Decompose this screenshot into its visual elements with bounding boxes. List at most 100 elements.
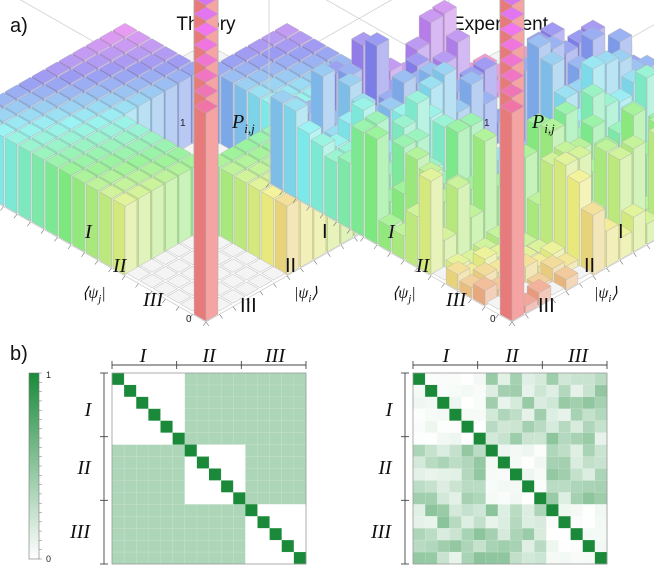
heatmap-cell — [184, 492, 198, 505]
heatmap-cell — [485, 408, 499, 422]
heatmap-cell — [497, 372, 511, 386]
heatmap-cell — [257, 504, 271, 517]
heatmap-cell — [111, 396, 125, 410]
heatmap-cell — [558, 492, 572, 505]
heatmap-cell — [534, 372, 547, 386]
heatmap-cell — [184, 551, 198, 565]
heatmap-cell — [582, 396, 596, 410]
heatmap-cell — [281, 408, 295, 422]
heatmap-cell — [196, 444, 210, 458]
heatmap-cell — [510, 468, 523, 481]
heatmap-cell — [184, 396, 198, 410]
heatmap-cell — [437, 527, 450, 541]
heatmap-cell — [245, 527, 259, 541]
heatmap-cell — [245, 492, 259, 505]
bar-3d — [153, 266, 178, 281]
axis-tick — [606, 267, 610, 273]
heatmap-cell — [233, 372, 246, 386]
heatmap-cell — [281, 527, 295, 541]
heatmap-cell — [208, 432, 222, 446]
heatmap-cell — [521, 444, 535, 458]
axis-tick — [273, 283, 277, 288]
experiment-col-block-1: I — [618, 221, 624, 243]
heatmap-cell — [594, 539, 608, 553]
heatmap-cell — [558, 444, 572, 458]
heatmap-cell — [485, 384, 499, 398]
heatmap-cell — [473, 527, 487, 541]
heatmap-cell — [148, 492, 162, 505]
theory-col-axis-label: |ψi⟩ — [294, 285, 318, 305]
heatmap-cell — [269, 539, 283, 553]
heatmap-cell — [184, 456, 198, 470]
heatmap-cell — [461, 372, 475, 386]
heatmap-cell — [111, 432, 125, 446]
heatmap-cell — [281, 444, 295, 458]
axis-tick — [414, 267, 418, 273]
heatmap-cell — [111, 420, 125, 434]
heatmap-cell — [160, 551, 174, 565]
heatmap-cell — [449, 456, 463, 470]
axis-tick — [592, 275, 597, 280]
heatmap-cell — [111, 468, 125, 481]
bar-3d — [247, 273, 273, 289]
experiment-top-block-1: I — [442, 345, 451, 367]
axis-tick — [579, 283, 583, 288]
heatmap-cell — [582, 444, 596, 458]
heatmap-cell — [424, 432, 438, 446]
heatmap-cell — [534, 480, 547, 493]
heatmap-cell — [184, 420, 198, 434]
heatmap-cell — [233, 432, 246, 446]
heatmap-cell — [172, 492, 186, 505]
heatmap-cell — [281, 432, 295, 446]
axis-tick — [646, 244, 651, 250]
heatmap-cell — [437, 432, 450, 446]
heatmap-cell — [473, 516, 487, 529]
experiment-row-block-3: III — [445, 289, 467, 311]
heatmap-cell — [437, 396, 450, 410]
heatmap-cell — [208, 396, 222, 410]
axis-tick — [327, 252, 331, 257]
heatmap-cell — [123, 396, 137, 410]
bar-3d — [580, 201, 606, 276]
heatmap-cell — [521, 420, 535, 434]
panel-label-b: b) — [10, 343, 28, 365]
heatmap-cell — [594, 527, 608, 541]
heatmap-cell — [424, 420, 438, 434]
heatmap-cell — [461, 551, 475, 565]
axis-tick — [313, 260, 318, 265]
heatmap-cell — [123, 372, 137, 386]
heatmap-cell — [148, 468, 162, 481]
heatmap-cell — [245, 372, 259, 386]
heatmap-cell — [136, 396, 149, 410]
heatmap-cell — [437, 384, 450, 398]
heatmap-cell — [485, 468, 499, 481]
heatmap-cell — [497, 420, 511, 434]
heatmap-cell — [245, 384, 259, 398]
heatmap-cell — [160, 432, 174, 446]
axis-tick — [189, 314, 193, 319]
heatmap-cell — [281, 492, 295, 505]
colorbar: 1 0 — [28, 370, 51, 564]
heatmap-cell — [160, 420, 173, 433]
heatmap-cell — [449, 480, 463, 493]
heatmap-cell — [437, 516, 450, 529]
heatmap-cell — [509, 444, 523, 458]
heatmap-cell — [196, 408, 210, 422]
heatmap-cell — [184, 480, 198, 493]
heatmap-cell — [594, 432, 608, 446]
heatmap-cell — [534, 468, 547, 481]
heatmap-cell — [184, 372, 198, 386]
experiment-col-block-2: II — [584, 255, 595, 277]
heatmap-cell — [245, 480, 259, 493]
heatmap-cell — [412, 480, 426, 493]
heatmap-cell — [570, 372, 584, 386]
heatmap-cell — [208, 408, 222, 422]
heatmap-cell — [424, 527, 438, 541]
axis-tick — [481, 306, 486, 311]
heatmap-cell — [582, 516, 596, 529]
heatmap-cell — [172, 432, 186, 445]
heatmap-cell — [509, 527, 523, 541]
heatmap-cell — [558, 396, 572, 410]
heatmap-cell — [136, 372, 149, 386]
